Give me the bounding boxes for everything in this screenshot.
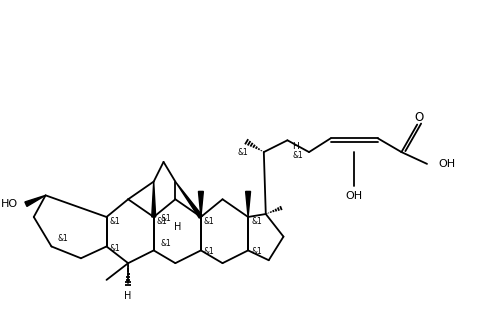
Polygon shape xyxy=(175,181,203,218)
Text: &1: &1 xyxy=(292,150,303,160)
Text: &1: &1 xyxy=(160,214,172,224)
Text: &1: &1 xyxy=(156,217,167,226)
Text: &1: &1 xyxy=(251,247,262,256)
Text: HO: HO xyxy=(1,199,18,209)
Text: &1: &1 xyxy=(204,247,215,256)
Text: &1: &1 xyxy=(160,239,172,248)
Text: &1: &1 xyxy=(109,244,120,253)
Polygon shape xyxy=(198,192,203,217)
Polygon shape xyxy=(152,181,156,217)
Text: OH: OH xyxy=(439,159,456,169)
Text: H: H xyxy=(124,291,132,300)
Text: H: H xyxy=(174,222,181,232)
Text: &1: &1 xyxy=(237,148,248,157)
Text: &1: &1 xyxy=(251,217,262,226)
Polygon shape xyxy=(245,192,251,217)
Text: &1: &1 xyxy=(204,217,215,226)
Text: &1: &1 xyxy=(109,217,120,226)
Text: &1: &1 xyxy=(57,234,68,243)
Text: OH: OH xyxy=(346,191,363,201)
Text: H: H xyxy=(292,142,299,151)
Polygon shape xyxy=(25,195,46,206)
Text: O: O xyxy=(415,111,424,124)
